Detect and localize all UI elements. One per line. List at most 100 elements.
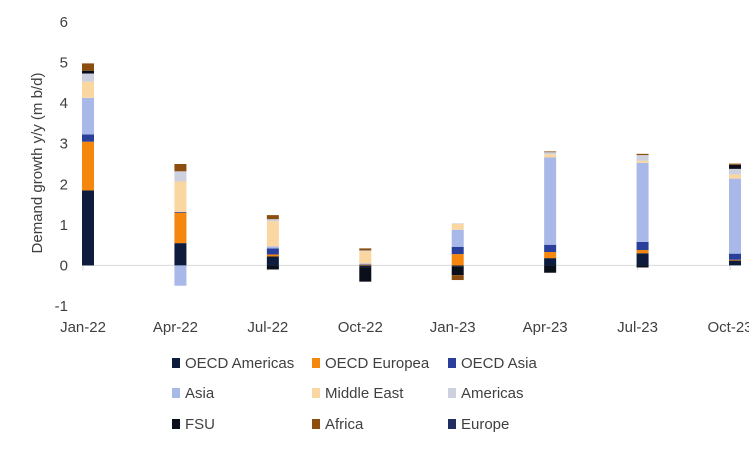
bar-segment: [174, 164, 187, 172]
legend-swatch: [312, 358, 320, 368]
bar-segment: [451, 266, 464, 276]
bar-segment: [174, 243, 187, 266]
legend: OECD Americas OECD Europea OECD Asia Asia Mi…: [172, 355, 538, 433]
bar-segment: [451, 254, 464, 266]
bar-segment: [359, 250, 372, 252]
bar-segment: [636, 162, 649, 242]
bar-segment: [359, 263, 372, 265]
bar-segment: [729, 259, 741, 261]
y-tick-label: 1: [60, 217, 68, 234]
y-tick-label: 3: [60, 136, 68, 153]
x-tick-label: Jan-22: [60, 319, 106, 336]
bar-segment: [544, 151, 557, 153]
y-tick-label: 0: [60, 257, 68, 274]
legend-label: Europe: [461, 416, 509, 433]
bar-segment: [451, 223, 464, 230]
bar-segment: [359, 267, 372, 282]
legend-swatch: [172, 419, 180, 429]
bar-segment: [729, 260, 741, 266]
bar-segment: [636, 265, 649, 268]
bar-segment: [266, 246, 279, 249]
y-tick-label: 5: [60, 55, 68, 72]
bar-segment: [266, 254, 279, 257]
legend-swatch: [172, 388, 180, 398]
legend-swatch: [172, 358, 180, 368]
legend-swatch: [312, 388, 320, 398]
legend-swatch: [448, 388, 456, 398]
bar-segment: [636, 241, 649, 251]
bar-segment: [82, 81, 94, 98]
y-tick-label: 2: [60, 176, 68, 193]
legend-label: Americas: [461, 385, 524, 402]
legend-label: Middle East: [325, 385, 404, 402]
bar-segment: [266, 265, 279, 270]
bar-segment: [82, 97, 94, 135]
bar-segment: [82, 134, 94, 142]
bar-segment: [82, 63, 94, 71]
bar-segment: [266, 219, 279, 222]
legend-swatch: [448, 358, 456, 368]
bar-segment: [266, 215, 279, 220]
bar-segment: [729, 174, 741, 179]
x-tick-label: Apr-23: [523, 319, 568, 336]
legend-label: Asia: [185, 385, 215, 402]
bar-segment: [544, 152, 557, 155]
bar-segment: [544, 252, 557, 259]
bar-segment: [544, 244, 557, 253]
x-tick-label: Jul-23: [617, 319, 658, 336]
bar-segment: [544, 154, 557, 158]
bar-segment: [82, 70, 94, 74]
bar-segment: [266, 248, 279, 255]
bar-segment: [174, 212, 187, 244]
bar-segment: [729, 164, 741, 169]
bar-segment: [544, 258, 557, 266]
legend-label: OECD Americas: [185, 355, 294, 372]
legend-label: OECD Asia: [461, 355, 538, 372]
x-tick-label: Oct-23: [707, 319, 749, 336]
y-tick-label: 6: [60, 14, 68, 31]
bar-segment: [451, 275, 464, 281]
bar-segment: [636, 250, 649, 254]
y-axis-title: Demand growth y/y (m b/d): [29, 73, 46, 254]
bar-segment: [451, 265, 464, 267]
bar-segment: [174, 211, 187, 213]
y-tick-label: 4: [60, 95, 68, 112]
bar-segment: [359, 251, 372, 264]
bar-segment: [451, 223, 464, 224]
bar-segment: [729, 253, 741, 260]
plot-area: -1 0 1 2 3 4 5 6 Jan-22 Apr-22 Jul-22 Oct-22 Jan-23 A…: [55, 14, 749, 336]
bar-segment: [82, 190, 94, 266]
bar-segment: [636, 160, 649, 163]
bar-segment: [266, 256, 279, 266]
legend-swatch: [312, 419, 320, 429]
legend-label: OECD Europea: [325, 355, 430, 372]
bar-segment: [359, 248, 372, 251]
bar-segment: [174, 171, 187, 182]
bar-segment: [174, 265, 187, 286]
bar-segment: [359, 265, 372, 268]
bar-segment: [729, 163, 741, 165]
bar-segment: [636, 153, 649, 156]
bar-segment: [451, 229, 464, 247]
bar-segment: [82, 141, 94, 191]
x-tick-label: Jul-22: [247, 319, 288, 336]
bar-segment: [636, 155, 649, 161]
bar-segment: [544, 157, 557, 245]
x-tick-label: Apr-22: [153, 319, 198, 336]
x-tick-label: Oct-22: [338, 319, 383, 336]
bar-segment: [451, 246, 464, 255]
y-tick-label: -1: [55, 298, 68, 315]
bar-segment: [729, 168, 741, 175]
bar-segment: [359, 264, 372, 265]
legend-label: Africa: [325, 416, 364, 433]
bar-segment: [729, 178, 741, 254]
x-tick-label: Jan-23: [430, 319, 476, 336]
bar-segment: [544, 265, 557, 273]
legend-swatch: [448, 419, 456, 429]
bar-segment: [82, 73, 94, 82]
bar-segment: [636, 253, 649, 266]
bar-segment: [174, 181, 187, 212]
legend-label: FSU: [185, 416, 215, 433]
bar-segment: [266, 221, 279, 247]
